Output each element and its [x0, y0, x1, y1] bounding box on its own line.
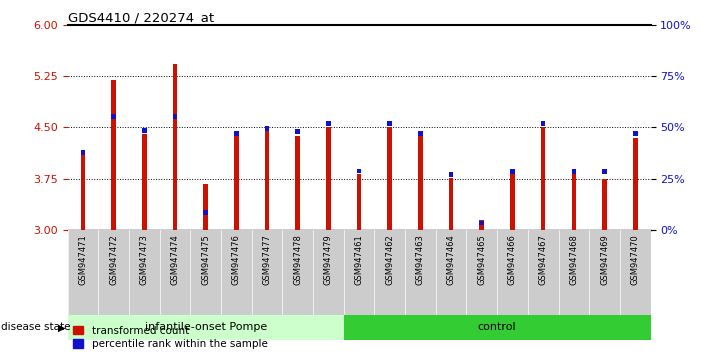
Text: GSM947478: GSM947478 [293, 235, 302, 285]
Text: GSM947464: GSM947464 [447, 235, 456, 285]
Bar [602, 179, 607, 230]
Bar [173, 114, 177, 119]
Bar [387, 121, 392, 126]
Text: GDS4410 / 220274_at: GDS4410 / 220274_at [68, 11, 214, 24]
Bar [68, 315, 343, 340]
Text: GSM947465: GSM947465 [477, 235, 486, 285]
Bar [234, 136, 239, 230]
Text: GSM947466: GSM947466 [508, 235, 517, 285]
Bar [387, 127, 392, 230]
Bar [112, 114, 116, 119]
Bar [633, 138, 638, 230]
Bar [264, 126, 269, 131]
Bar [449, 172, 454, 177]
Bar [357, 174, 361, 230]
Bar [203, 184, 208, 230]
Bar [142, 134, 146, 230]
Text: GSM947468: GSM947468 [570, 235, 578, 285]
Bar [80, 150, 85, 155]
Legend: transformed count, percentile rank within the sample: transformed count, percentile rank withi… [73, 326, 267, 349]
Text: GSM947463: GSM947463 [416, 235, 425, 285]
Text: infantile-onset Pompe: infantile-onset Pompe [144, 322, 267, 332]
Bar [203, 210, 208, 215]
Bar [112, 80, 116, 230]
Bar [142, 128, 146, 133]
Bar [326, 127, 331, 230]
Bar [234, 131, 239, 136]
Bar [479, 220, 484, 230]
Bar [418, 136, 423, 230]
Text: GSM947475: GSM947475 [201, 235, 210, 285]
Bar [326, 121, 331, 126]
Text: disease state: disease state [1, 322, 71, 332]
Text: GSM947472: GSM947472 [109, 235, 118, 285]
Text: GSM947469: GSM947469 [600, 235, 609, 285]
Bar [541, 127, 545, 230]
Bar [572, 174, 576, 230]
Text: GSM947473: GSM947473 [140, 235, 149, 285]
Text: GSM947471: GSM947471 [78, 235, 87, 285]
Text: GSM947476: GSM947476 [232, 235, 241, 285]
Text: GSM947461: GSM947461 [355, 235, 363, 285]
Bar [264, 131, 269, 230]
Bar [602, 169, 607, 174]
Bar [572, 169, 576, 174]
Bar [418, 131, 423, 136]
Text: GSM947462: GSM947462 [385, 235, 394, 285]
Text: GSM947470: GSM947470 [631, 235, 640, 285]
Bar [633, 131, 638, 136]
Text: GSM947479: GSM947479 [324, 235, 333, 285]
Text: ▶: ▶ [58, 322, 66, 332]
Text: control: control [478, 322, 516, 332]
Bar [449, 178, 454, 230]
Text: GSM947474: GSM947474 [171, 235, 179, 285]
Bar [295, 136, 300, 230]
Bar [80, 155, 85, 230]
Bar [479, 221, 484, 225]
Bar [295, 130, 300, 134]
Bar [510, 169, 515, 174]
Text: GSM947467: GSM947467 [539, 235, 547, 285]
Bar [541, 121, 545, 126]
Bar [510, 174, 515, 230]
Bar [357, 169, 361, 173]
Bar [173, 64, 177, 230]
Text: GSM947477: GSM947477 [262, 235, 272, 285]
Bar [343, 315, 651, 340]
